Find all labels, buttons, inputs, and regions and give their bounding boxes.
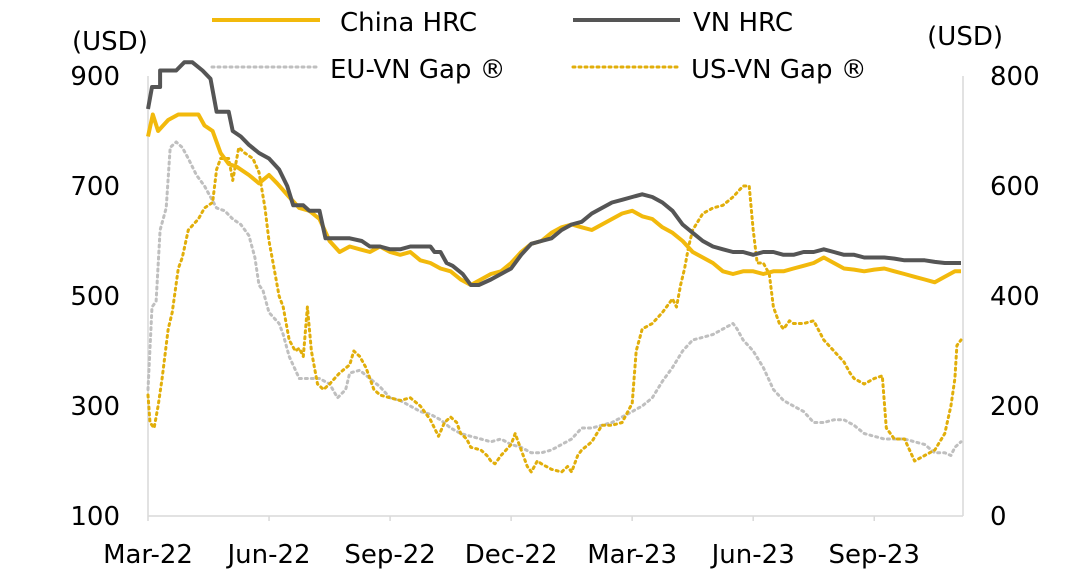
left-axis-unit: (USD) <box>72 27 148 57</box>
legend-label: VN HRC <box>693 8 793 38</box>
x-tick-label: Jun-23 <box>710 540 795 570</box>
y-left-tick-label: 300 <box>70 392 120 422</box>
y-right-tick-label: 800 <box>990 62 1040 92</box>
legend-label: US-VN Gap ® <box>691 55 867 85</box>
series-line-us-vn-gap <box>146 146 963 474</box>
x-tick-label: Dec-22 <box>465 540 558 570</box>
y-left-tick-label: 500 <box>70 282 120 312</box>
legend: China HRC VN HRC EU-VN Gap ® US-VN Gap ® <box>210 8 867 85</box>
y-left-tick-label: 700 <box>70 172 120 202</box>
y-right-tick-label: 200 <box>990 392 1040 422</box>
x-tick-label: Sep-23 <box>828 540 919 570</box>
series-line-china-hrc <box>146 112 961 287</box>
x-tick-label: Mar-22 <box>103 540 193 570</box>
y-left-tick-label: 900 <box>70 62 120 92</box>
tick-labels: 100 300 500 700 900 0 200 400 600 800 Mar-22 Jun-22… <box>70 62 1039 570</box>
x-tick-label: Jun-22 <box>225 540 310 570</box>
right-axis-unit: (USD) <box>927 22 1003 52</box>
y-right-tick-label: 400 <box>990 282 1040 312</box>
legend-label: China HRC <box>340 8 477 38</box>
plot-area <box>146 60 963 474</box>
x-tick-label: Sep-22 <box>344 540 435 570</box>
series-line-vn-hrc <box>146 60 961 287</box>
series-line-eu-vn-gap <box>146 140 963 457</box>
axes <box>147 76 964 521</box>
y-right-tick-label: 600 <box>990 172 1040 202</box>
y-left-tick-label: 100 <box>70 502 120 532</box>
x-tick-label: Mar-23 <box>587 540 677 570</box>
y-right-tick-label: 0 <box>990 502 1007 532</box>
legend-label: EU-VN Gap ® <box>330 55 506 85</box>
